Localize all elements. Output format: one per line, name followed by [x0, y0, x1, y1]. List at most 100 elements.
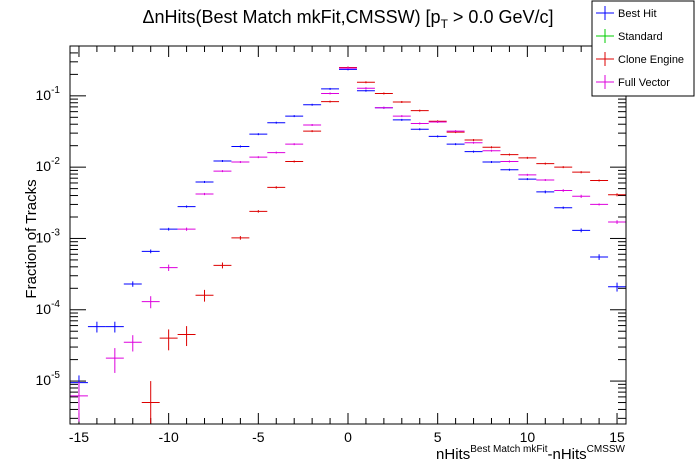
legend-entry: Full Vector: [596, 75, 670, 89]
data-point: [105, 348, 124, 373]
data-point: [123, 335, 142, 352]
legend-entry: Standard: [596, 29, 663, 43]
data-point: [572, 228, 591, 233]
series-full-vector: [70, 67, 626, 422]
data-point: [141, 249, 160, 254]
data-point: [500, 168, 519, 171]
data-point: [482, 161, 501, 164]
x-tick-label: 15: [609, 429, 625, 445]
data-point: [303, 103, 322, 106]
data-point: [195, 180, 214, 183]
legend-label: Standard: [618, 31, 663, 43]
legend-label: Clone Engine: [618, 54, 684, 66]
data-point: [177, 326, 196, 347]
x-tick-label: -5: [252, 429, 265, 445]
data-point: [500, 153, 519, 156]
data-point: [249, 210, 268, 213]
data-point: [590, 203, 609, 206]
data-point: [285, 143, 304, 146]
data-point: [159, 329, 178, 351]
data-point: [177, 205, 196, 208]
data-point: [267, 186, 286, 189]
data-point: [482, 146, 501, 149]
data-point: [249, 133, 268, 136]
data-point: [518, 156, 537, 159]
data-point: [572, 194, 591, 198]
data-point: [410, 109, 429, 112]
data-point: [536, 179, 555, 182]
y-tick-label: 10-3: [36, 227, 61, 245]
x-tick-label: 5: [434, 429, 442, 445]
data-point: [482, 149, 501, 152]
data-point: [177, 227, 196, 231]
data-point: [285, 115, 304, 118]
data-point: [374, 106, 393, 109]
data-point: [356, 81, 375, 84]
y-tick-label: 10-5: [36, 370, 61, 388]
data-point: [518, 173, 537, 176]
data-point: [303, 130, 322, 133]
data-point: [231, 236, 250, 240]
data-point: [105, 321, 124, 333]
data-point: [554, 166, 573, 169]
data-point: [267, 121, 286, 124]
data-point: [195, 289, 214, 302]
data-point: [590, 179, 609, 182]
data-point: [213, 262, 232, 269]
legend: Best Hit Standard Clone Engine Full Vector: [591, 0, 695, 97]
data-point: [374, 92, 393, 95]
data-point: [410, 122, 429, 125]
data-point: [339, 67, 357, 70]
data-point: [141, 296, 160, 309]
data-point: [446, 130, 465, 133]
x-tick-label: -15: [69, 429, 89, 445]
y-tick-label: 10-1: [36, 85, 61, 103]
y-tick-label: 10-4: [36, 299, 61, 317]
legend-label: Full Vector: [618, 77, 670, 89]
legend-label: Best Hit: [618, 8, 657, 20]
data-point: [159, 264, 178, 271]
chart-title: ΔnHits(Best Match mkFit,CMSSW) [pT > 0.0…: [143, 7, 554, 31]
x-tick-label: -10: [159, 429, 179, 445]
legend-entry: Best Hit: [596, 6, 657, 20]
plot-frame: [69, 45, 627, 425]
data-point: [303, 124, 322, 127]
data-point: [267, 151, 286, 154]
data-point: [536, 190, 555, 194]
x-tick-label: 10: [520, 429, 536, 445]
data-point: [321, 87, 340, 90]
x-tick-label: 0: [344, 429, 352, 445]
data-point: [428, 120, 447, 123]
data-point: [554, 189, 573, 192]
data-point: [392, 118, 411, 121]
data-point: [70, 382, 88, 422]
data-series: [70, 66, 626, 424]
data-point: [392, 100, 411, 103]
data-point: [249, 156, 268, 159]
axis-ticks: [70, 45, 626, 424]
data-point: [321, 92, 340, 95]
data-point: [590, 254, 609, 260]
legend-box: [591, 0, 695, 97]
data-point: [213, 159, 232, 162]
data-point: [608, 193, 626, 197]
data-point: [231, 145, 250, 148]
data-point: [159, 227, 178, 231]
data-point: [464, 141, 483, 144]
data-point: [213, 170, 232, 173]
data-point: [446, 143, 465, 146]
data-point: [536, 162, 555, 165]
data-point: [464, 150, 483, 153]
data-point: [518, 178, 537, 181]
data-point: [87, 321, 106, 333]
tick-labels: -15 -10 -5 0 5 10 15 10-1 10-2 10-3 10-4 10-5: [36, 85, 626, 445]
legend-entries: Best Hit Standard Clone Engine Full Vector: [596, 6, 684, 89]
x-axis-label: nHitsBest Match mkFit-nHitsCMSSW: [436, 444, 626, 463]
data-point: [428, 135, 447, 138]
data-point: [392, 115, 411, 118]
data-point: [572, 171, 591, 174]
data-point: [608, 220, 626, 224]
data-point: [356, 89, 375, 92]
